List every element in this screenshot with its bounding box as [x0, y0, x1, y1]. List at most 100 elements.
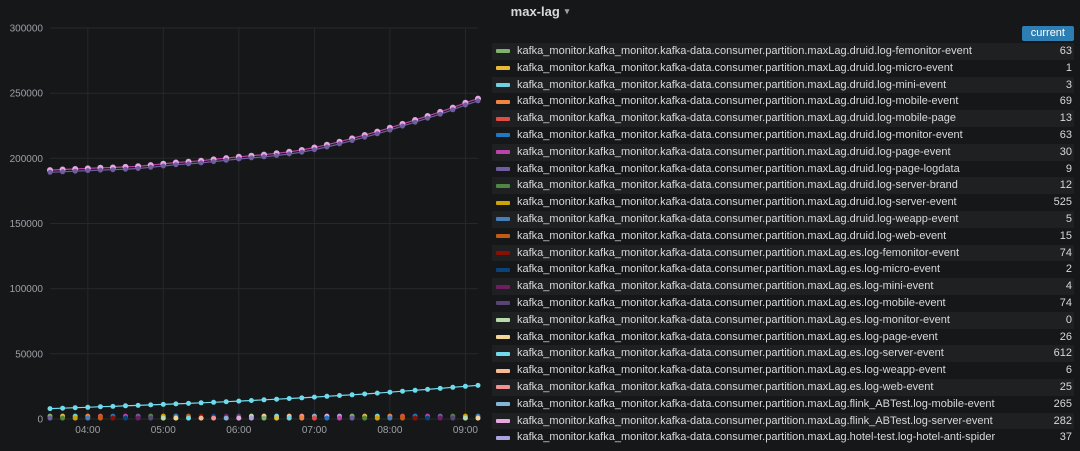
legend-current-value: 74 [1059, 296, 1072, 309]
legend-current-value: 37 [1059, 431, 1072, 444]
panel-title-text: max-lag [510, 4, 560, 19]
legend: current kafka_monitor.kafka_monitor.kafk… [492, 24, 1074, 449]
legend-row: kafka_monitor.kafka_monitor.kafka-data.c… [492, 345, 1074, 363]
legend-series-label[interactable]: kafka_monitor.kafka_monitor.kafka-data.c… [517, 112, 957, 125]
legend-series-label[interactable]: kafka_monitor.kafka_monitor.kafka-data.c… [517, 246, 960, 259]
legend-series-label[interactable]: kafka_monitor.kafka_monitor.kafka-data.c… [517, 397, 995, 410]
series-color-icon[interactable] [496, 418, 510, 423]
legend-current-value: 74 [1059, 246, 1072, 259]
series-color-icon[interactable] [496, 250, 510, 255]
svg-text:06:00: 06:00 [226, 425, 251, 436]
legend-series-label[interactable]: kafka_monitor.kafka_monitor.kafka-data.c… [517, 431, 996, 444]
legend-sort-current[interactable]: current [1021, 25, 1074, 41]
legend-series-label[interactable]: kafka_monitor.kafka_monitor.kafka-data.c… [517, 162, 960, 175]
panel-title[interactable]: max-lag ▾ [511, 4, 570, 19]
svg-text:100000: 100000 [10, 284, 44, 295]
legend-current-value: 9 [1065, 162, 1072, 175]
series-color-icon[interactable] [496, 82, 510, 87]
legend-current-value: 3 [1065, 78, 1072, 91]
series-color-icon[interactable] [496, 150, 510, 155]
panel-header: max-lag ▾ [0, 3, 1080, 21]
series-color-icon[interactable] [496, 267, 510, 272]
legend-row: kafka_monitor.kafka_monitor.kafka-data.c… [492, 76, 1074, 94]
series-color-icon[interactable] [496, 284, 510, 289]
legend-current-value: 12 [1059, 179, 1072, 192]
svg-text:0: 0 [37, 415, 43, 426]
legend-series-label[interactable]: kafka_monitor.kafka_monitor.kafka-data.c… [517, 380, 934, 393]
legend-series-label[interactable]: kafka_monitor.kafka_monitor.kafka-data.c… [517, 347, 944, 360]
series-color-icon[interactable] [496, 66, 510, 71]
svg-text:05:00: 05:00 [151, 425, 176, 436]
svg-text:09:00: 09:00 [453, 425, 478, 436]
legend-row: kafka_monitor.kafka_monitor.kafka-data.c… [492, 60, 1074, 77]
series-color-icon[interactable] [496, 200, 510, 205]
legend-series-label[interactable]: kafka_monitor.kafka_monitor.kafka-data.c… [517, 364, 946, 377]
series-color-icon[interactable] [496, 385, 510, 390]
series-color-icon[interactable] [496, 368, 510, 373]
time-series-chart[interactable]: 0 50000 100000 150000 200000 250000 300000 04:0… [0, 0, 490, 451]
legend-row: kafka_monitor.kafka_monitor.kafka-data.c… [492, 261, 1074, 278]
legend-row: kafka_monitor.kafka_monitor.kafka-data.c… [492, 362, 1074, 379]
series-color-icon[interactable] [496, 351, 510, 356]
svg-text:150000: 150000 [10, 219, 44, 230]
svg-text:08:00: 08:00 [377, 425, 402, 436]
legend-row: kafka_monitor.kafka_monitor.kafka-data.c… [492, 295, 1074, 312]
legend-series-label[interactable]: kafka_monitor.kafka_monitor.kafka-data.c… [517, 128, 963, 141]
legend-row: kafka_monitor.kafka_monitor.kafka-data.c… [492, 161, 1074, 178]
legend-series-label[interactable]: kafka_monitor.kafka_monitor.kafka-data.c… [517, 196, 957, 209]
series-color-icon[interactable] [496, 402, 510, 407]
legend-current-value: 2 [1065, 263, 1072, 276]
legend-current-value: 612 [1053, 347, 1072, 360]
legend-current-value: 15 [1059, 229, 1072, 242]
legend-current-value: 282 [1053, 414, 1072, 427]
legend-current-value: 26 [1059, 330, 1072, 343]
legend-series-label[interactable]: kafka_monitor.kafka_monitor.kafka-data.c… [517, 313, 950, 326]
series-color-icon[interactable] [496, 99, 510, 104]
legend-row: kafka_monitor.kafka_monitor.kafka-data.c… [492, 93, 1074, 110]
legend-row: kafka_monitor.kafka_monitor.kafka-data.c… [492, 110, 1074, 127]
series-color-icon[interactable] [496, 234, 510, 239]
legend-header-row: current [492, 24, 1074, 42]
legend-row: kafka_monitor.kafka_monitor.kafka-data.c… [492, 177, 1074, 195]
series-color-icon[interactable] [496, 133, 510, 138]
legend-series-label[interactable]: kafka_monitor.kafka_monitor.kafka-data.c… [517, 263, 941, 276]
series-color-icon[interactable] [496, 435, 510, 440]
legend-series-label[interactable]: kafka_monitor.kafka_monitor.kafka-data.c… [517, 414, 993, 427]
series-color-icon[interactable] [496, 116, 510, 121]
legend-row: kafka_monitor.kafka_monitor.kafka-data.c… [492, 396, 1074, 413]
legend-row: kafka_monitor.kafka_monitor.kafka-data.c… [492, 244, 1074, 262]
legend-current-value: 13 [1059, 112, 1072, 125]
legend-series-label[interactable]: kafka_monitor.kafka_monitor.kafka-data.c… [517, 78, 947, 91]
legend-current-value: 525 [1053, 196, 1072, 209]
svg-text:07:00: 07:00 [302, 425, 327, 436]
legend-current-value: 1 [1065, 61, 1072, 74]
series-color-icon[interactable] [496, 318, 510, 323]
legend-current-value: 5 [1065, 212, 1072, 225]
legend-row: kafka_monitor.kafka_monitor.kafka-data.c… [492, 143, 1074, 161]
series-color-icon[interactable] [496, 334, 510, 339]
legend-series-label[interactable]: kafka_monitor.kafka_monitor.kafka-data.c… [517, 229, 947, 242]
series-color-icon[interactable] [496, 217, 510, 222]
legend-row: kafka_monitor.kafka_monitor.kafka-data.c… [492, 429, 1074, 446]
legend-series-label[interactable]: kafka_monitor.kafka_monitor.kafka-data.c… [517, 95, 959, 108]
legend-series-label[interactable]: kafka_monitor.kafka_monitor.kafka-data.c… [517, 145, 951, 158]
legend-series-label[interactable]: kafka_monitor.kafka_monitor.kafka-data.c… [517, 179, 958, 192]
legend-row: kafka_monitor.kafka_monitor.kafka-data.c… [492, 210, 1074, 228]
legend-series-label[interactable]: kafka_monitor.kafka_monitor.kafka-data.c… [517, 330, 938, 343]
series-color-icon[interactable] [496, 183, 510, 188]
series-color-icon[interactable] [496, 166, 510, 171]
series-color-icon[interactable] [496, 49, 510, 54]
legend-current-value: 0 [1065, 313, 1072, 326]
legend-series-label[interactable]: kafka_monitor.kafka_monitor.kafka-data.c… [517, 212, 959, 225]
legend-row: kafka_monitor.kafka_monitor.kafka-data.c… [492, 378, 1074, 396]
svg-text:200000: 200000 [10, 154, 44, 165]
legend-series-label[interactable]: kafka_monitor.kafka_monitor.kafka-data.c… [517, 296, 946, 309]
legend-series-label[interactable]: kafka_monitor.kafka_monitor.kafka-data.c… [517, 280, 934, 293]
legend-current-value: 30 [1059, 145, 1072, 158]
legend-series-label[interactable]: kafka_monitor.kafka_monitor.kafka-data.c… [517, 61, 953, 74]
legend-series-label[interactable]: kafka_monitor.kafka_monitor.kafka-data.c… [517, 45, 972, 57]
legend-row: kafka_monitor.kafka_monitor.kafka-data.c… [492, 311, 1074, 329]
chevron-down-icon: ▾ [564, 6, 570, 16]
series-color-icon[interactable] [496, 301, 510, 306]
